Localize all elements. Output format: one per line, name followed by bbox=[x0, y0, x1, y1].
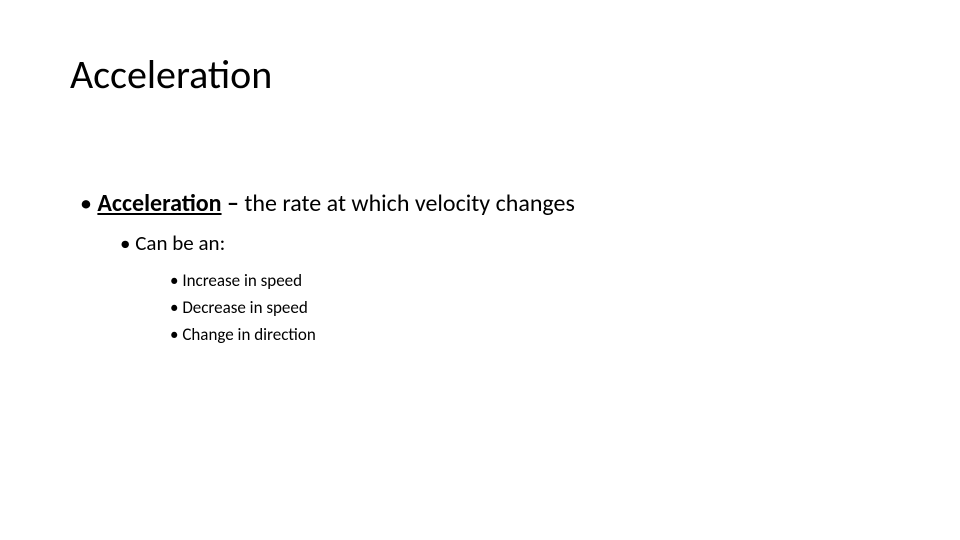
definition-separator: – bbox=[222, 189, 245, 218]
list-item: Change in direction bbox=[70, 324, 890, 345]
slide-title: Acceleration bbox=[70, 50, 890, 99]
subheading-bullet: Can be an: bbox=[70, 230, 890, 256]
list-item: Decrease in speed bbox=[70, 297, 890, 318]
definition-text: the rate at which velocity changes bbox=[244, 189, 575, 218]
list-item: Increase in speed bbox=[70, 270, 890, 291]
definition-term: Acceleration bbox=[97, 189, 221, 218]
definition-bullet: Acceleration – the rate at which velocit… bbox=[70, 189, 890, 218]
